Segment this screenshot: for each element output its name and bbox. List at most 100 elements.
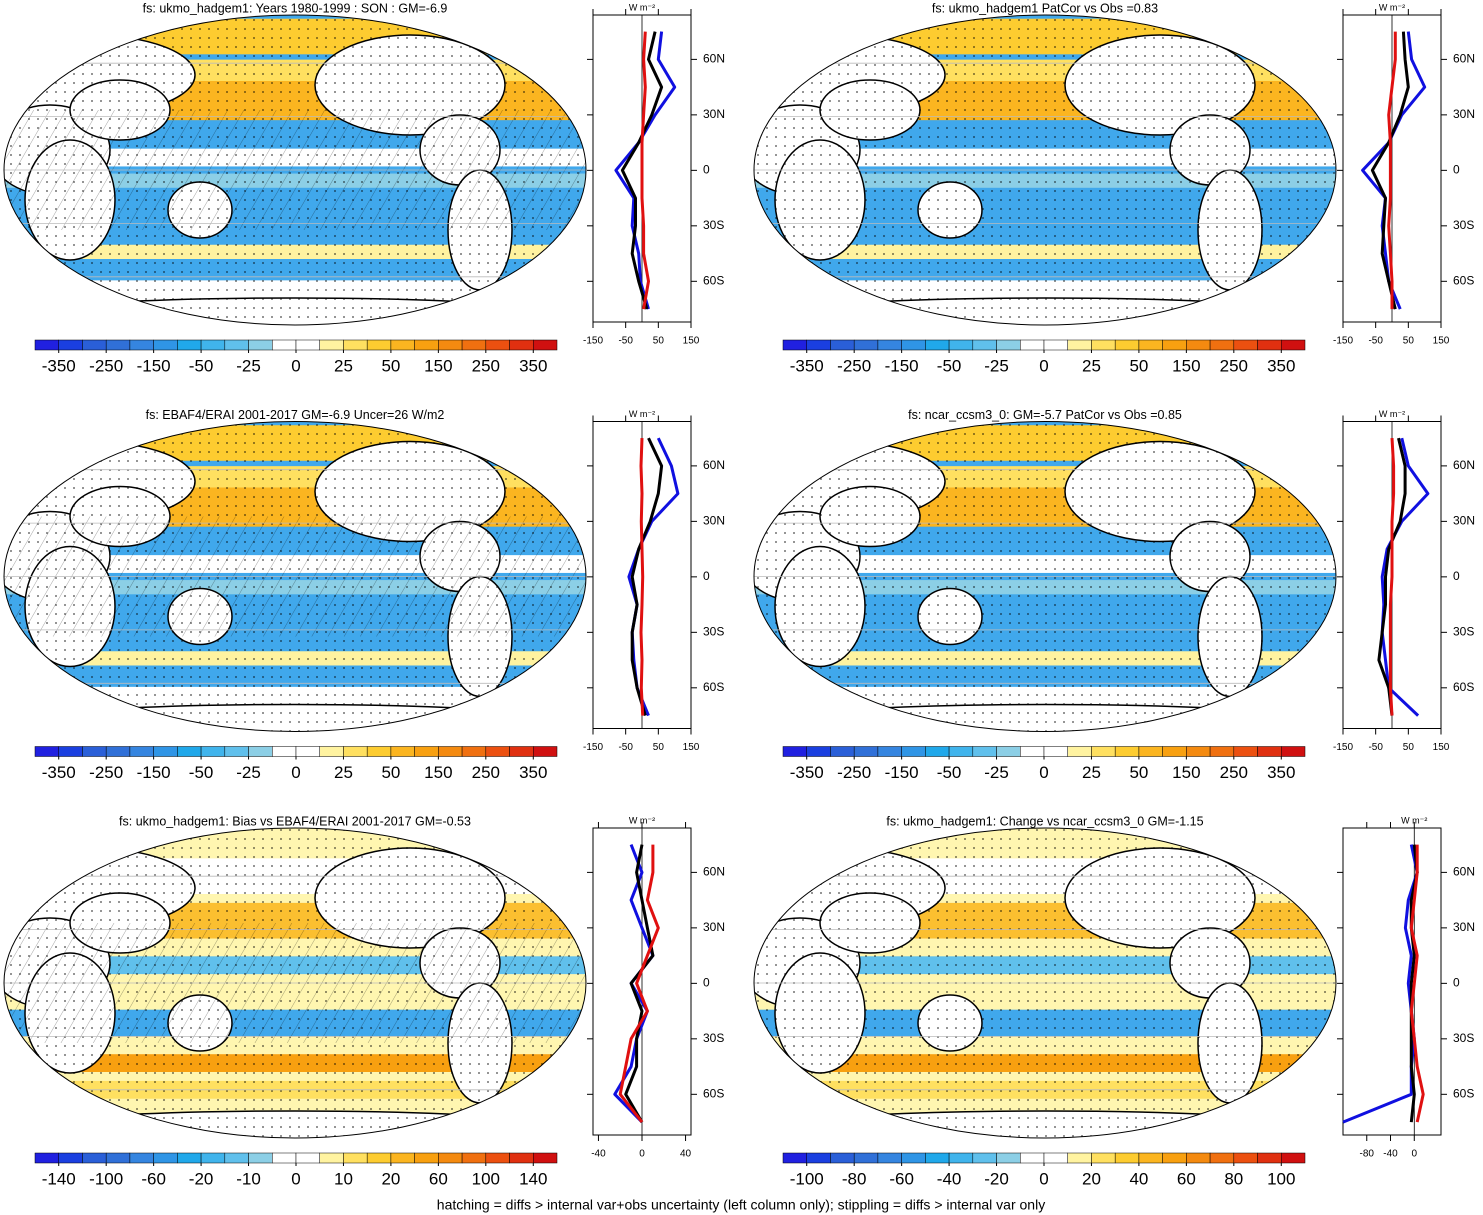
colorbar-box bbox=[58, 746, 83, 757]
colorbar-box bbox=[901, 339, 926, 351]
colorbar-box bbox=[200, 339, 226, 351]
colorbar-box bbox=[901, 746, 926, 757]
panel-title: fs: ncar_ccsm3_0: GM=-5.7 PatCor vs Obs … bbox=[908, 408, 1182, 422]
map-border bbox=[753, 421, 1337, 732]
panel: fs: ukmo_hadgem1: Bias vs EBAF4/ERAI 200… bbox=[3, 814, 725, 1188]
y-tick-label: 60N bbox=[1453, 52, 1475, 66]
x-tick-label: 150 bbox=[1433, 742, 1450, 753]
colorbar-box bbox=[830, 339, 855, 351]
colorbar-box bbox=[438, 1152, 463, 1164]
panel: fs: EBAF4/ERAI 2001-2017 GM=-6.9 Uncer=2… bbox=[3, 408, 725, 782]
colorbar-box bbox=[319, 1152, 344, 1164]
colorbar-label: -100 bbox=[790, 1169, 824, 1188]
footnote: hatching = diffs > internal var+obs unce… bbox=[437, 1197, 1045, 1213]
colorbar-box bbox=[414, 339, 439, 351]
panel-title: fs: ukmo_hadgem1: Years 1980-1999 : SON … bbox=[143, 1, 448, 15]
colorbar-label: 250 bbox=[1220, 356, 1248, 375]
colorbar-box bbox=[1209, 1152, 1235, 1164]
colorbar-label: 350 bbox=[519, 763, 547, 782]
colorbar-label: 150 bbox=[424, 356, 452, 375]
colorbar-box bbox=[877, 746, 902, 757]
colorbar-box bbox=[1209, 746, 1235, 757]
colorbar-box bbox=[925, 746, 950, 757]
map bbox=[4, 421, 586, 732]
map-border bbox=[3, 14, 587, 326]
colorbar-label: -350 bbox=[42, 763, 76, 782]
colorbar-label: -250 bbox=[837, 763, 871, 782]
colorbar-label: -10 bbox=[236, 1169, 261, 1188]
colorbar-label: -60 bbox=[889, 1169, 914, 1188]
colorbar-box bbox=[200, 746, 226, 757]
profile-line bbox=[614, 31, 677, 310]
colorbar-box bbox=[58, 339, 83, 351]
colorbar-box bbox=[1233, 746, 1258, 757]
map bbox=[754, 828, 1336, 1138]
colorbar-label: 0 bbox=[1039, 1169, 1048, 1188]
colorbar-box bbox=[509, 1152, 534, 1164]
colorbar-label: 20 bbox=[1082, 1169, 1101, 1188]
colorbar-box bbox=[1257, 339, 1282, 351]
x-tick-label: 150 bbox=[683, 336, 700, 347]
colorbar-box bbox=[1067, 339, 1092, 351]
profile-line bbox=[1387, 31, 1397, 310]
colorbar-box bbox=[996, 339, 1021, 351]
colorbar-box bbox=[200, 1152, 226, 1164]
colorbar-label: -150 bbox=[137, 763, 171, 782]
colorbar-box bbox=[295, 1152, 320, 1164]
y-tick-label: 0 bbox=[703, 976, 710, 990]
colorbar-box bbox=[782, 339, 807, 351]
y-tick-label: 60S bbox=[1453, 273, 1474, 287]
colorbar-box bbox=[1114, 746, 1140, 757]
y-tick-label: 30N bbox=[1453, 107, 1475, 121]
x-tick-label: -80 bbox=[1360, 1149, 1375, 1160]
y-tick-label: 30S bbox=[703, 1031, 724, 1045]
colorbar-label: 150 bbox=[424, 763, 452, 782]
colorbar-box bbox=[925, 339, 950, 351]
colorbar-box bbox=[1043, 746, 1068, 757]
colorbar-box bbox=[461, 1152, 487, 1164]
colorbar-box bbox=[1162, 1152, 1187, 1164]
colorbar-box bbox=[34, 1152, 59, 1164]
colorbar-box bbox=[1138, 339, 1163, 351]
map bbox=[4, 15, 586, 325]
colorbar-box bbox=[438, 746, 463, 757]
colorbar-box bbox=[1209, 339, 1235, 351]
colorbar-box bbox=[830, 1152, 855, 1164]
colorbar-box bbox=[485, 339, 510, 351]
profile-line bbox=[639, 438, 645, 716]
colorbar-box bbox=[461, 339, 487, 351]
colorbar-label: 60 bbox=[429, 1169, 448, 1188]
colorbar-label: 50 bbox=[381, 356, 400, 375]
y-tick-label: 60S bbox=[1453, 680, 1474, 694]
colorbar-box bbox=[830, 746, 855, 757]
colorbar-box bbox=[509, 339, 534, 351]
map-border bbox=[753, 827, 1337, 1139]
colorbar-box bbox=[853, 1152, 879, 1164]
colorbar-label: -25 bbox=[984, 763, 1009, 782]
colorbar-box bbox=[485, 1152, 510, 1164]
y-tick-label: 0 bbox=[1453, 163, 1460, 177]
colorbar-box bbox=[34, 339, 59, 351]
x-tick-label: -40 bbox=[1383, 1149, 1398, 1160]
colorbar-label: 100 bbox=[472, 1169, 500, 1188]
colorbar-box bbox=[224, 746, 249, 757]
x-tick-label: -150 bbox=[1333, 742, 1353, 753]
panel-title: fs: ukmo_hadgem1 PatCor vs Obs =0.83 bbox=[932, 1, 1158, 15]
profile-units: W m⁻² bbox=[1379, 2, 1405, 12]
colorbar-box bbox=[414, 1152, 439, 1164]
colorbar-box bbox=[1067, 746, 1092, 757]
y-tick-label: 60N bbox=[1453, 865, 1475, 879]
colorbar-label: -50 bbox=[189, 356, 214, 375]
map-border bbox=[753, 14, 1337, 326]
colorbar-box bbox=[1043, 1152, 1068, 1164]
colorbar-label: 0 bbox=[1039, 356, 1048, 375]
x-tick-label: 40 bbox=[680, 1149, 692, 1160]
colorbar-box bbox=[343, 746, 368, 757]
colorbar-box bbox=[533, 746, 558, 757]
x-tick-label: -150 bbox=[583, 742, 603, 753]
colorbar-label: -50 bbox=[937, 356, 962, 375]
colorbar-box bbox=[177, 1152, 202, 1164]
colorbar-label: 0 bbox=[291, 763, 300, 782]
